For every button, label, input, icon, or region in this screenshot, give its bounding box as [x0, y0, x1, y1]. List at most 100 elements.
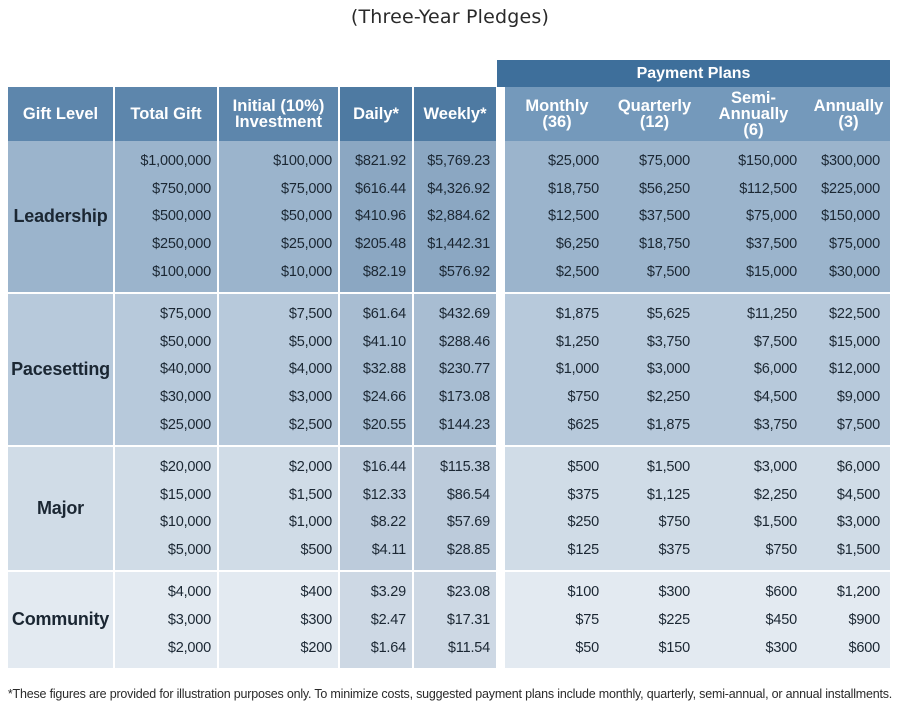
monthly-cell: $25,000 — [505, 141, 609, 175]
initial-investment-cell: $1,500 — [218, 480, 340, 509]
semi-annually-cell: $4,500 — [700, 383, 807, 412]
quarterly-cell: $150 — [609, 633, 700, 668]
gap-cell — [497, 258, 505, 293]
weekly-cell: $2,884.62 — [413, 202, 498, 231]
gap-cell — [497, 570, 505, 606]
semi-annually-cell: $75,000 — [700, 202, 807, 231]
initial-investment-cell: $500 — [218, 536, 340, 572]
gap-cell — [497, 291, 505, 328]
table-row: $25,000 $2,500 $20.55 $144.23 $625 $1,875 $3,7… — [8, 411, 890, 446]
weekly-cell: $28.85 — [413, 536, 498, 572]
annually-cell: $4,500 — [807, 480, 890, 509]
gap-cell — [497, 536, 505, 572]
monthly-cell: $75 — [505, 605, 609, 634]
gap-cell — [497, 174, 505, 203]
initial-investment-cell: $4,000 — [218, 355, 340, 384]
annually-cell: $150,000 — [807, 202, 890, 231]
monthly-cell: $375 — [505, 480, 609, 509]
gap-cell — [497, 355, 505, 384]
daily-cell: $8.22 — [339, 508, 414, 537]
annually-cell: $600 — [807, 633, 890, 668]
quarterly-cell: $3,750 — [609, 327, 700, 356]
table-row: $2,000 $200 $1.64 $11.54 $50 $150 $300 $600 — [8, 633, 890, 668]
semi-annually-cell: $11,250 — [700, 291, 807, 328]
total-gift-cell: $40,000 — [114, 355, 219, 384]
weekly-cell: $432.69 — [413, 291, 498, 328]
weekly-cell: $23.08 — [413, 570, 498, 606]
semi-annually-cell: $450 — [700, 605, 807, 634]
annually-cell: $900 — [807, 605, 890, 634]
monthly-cell: $50 — [505, 633, 609, 668]
annually-cell: $30,000 — [807, 258, 890, 293]
gap-cell — [497, 605, 505, 634]
daily-cell: $821.92 — [339, 141, 414, 175]
header-gap — [497, 87, 505, 141]
header-weekly: Weekly* — [413, 87, 498, 141]
total-gift-cell: $100,000 — [114, 258, 219, 293]
weekly-cell: $5,769.23 — [413, 141, 498, 175]
total-gift-cell: $75,000 — [114, 291, 219, 328]
daily-cell: $20.55 — [339, 411, 414, 446]
daily-cell: $4.11 — [339, 536, 414, 572]
daily-cell: $3.29 — [339, 570, 414, 606]
gap-cell — [497, 327, 505, 356]
table-row: $250,000 $25,000 $205.48 $1,442.31 $6,250 $18… — [8, 230, 890, 259]
semi-annually-cell: $3,750 — [700, 411, 807, 446]
quarterly-cell: $225 — [609, 605, 700, 634]
quarterly-cell: $18,750 — [609, 230, 700, 259]
total-gift-cell: $50,000 — [114, 327, 219, 356]
weekly-cell: $144.23 — [413, 411, 498, 446]
semi-annually-cell: $2,250 — [700, 480, 807, 509]
header-total-gift: Total Gift — [114, 87, 219, 141]
weekly-cell: $4,326.92 — [413, 174, 498, 203]
annually-cell: $75,000 — [807, 230, 890, 259]
header-initial-investment: Initial (10%) Investment — [218, 87, 340, 141]
table-row: $50,000 $5,000 $41.10 $288.46 $1,250 $3,750 $7… — [8, 327, 890, 356]
daily-cell: $12.33 — [339, 480, 414, 509]
monthly-cell: $12,500 — [505, 202, 609, 231]
initial-investment-cell: $50,000 — [218, 202, 340, 231]
table-body: Leadership $1,000,000 $100,000 $821.92 $5,76… — [8, 141, 890, 668]
semi-annually-cell: $300 — [700, 633, 807, 668]
semi-annually-cell: $37,500 — [700, 230, 807, 259]
semi-annually-cell: $15,000 — [700, 258, 807, 293]
gift-level-label: Community — [8, 570, 115, 668]
monthly-cell: $100 — [505, 570, 609, 606]
semi-annually-cell: $750 — [700, 536, 807, 572]
semi-annually-cell: $1,500 — [700, 508, 807, 537]
monthly-cell: $750 — [505, 383, 609, 412]
gap-cell — [497, 444, 505, 481]
table-row: $5,000 $500 $4.11 $28.85 $125 $375 $750 $1,500 — [8, 536, 890, 572]
initial-investment-cell: $400 — [218, 570, 340, 606]
daily-cell: $61.64 — [339, 291, 414, 328]
daily-cell: $41.10 — [339, 327, 414, 356]
annually-cell: $6,000 — [807, 444, 890, 481]
total-gift-cell: $30,000 — [114, 383, 219, 412]
weekly-cell: $17.31 — [413, 605, 498, 634]
quarterly-cell: $75,000 — [609, 141, 700, 175]
header-annually: Annually (3) — [807, 87, 890, 141]
initial-investment-cell: $25,000 — [218, 230, 340, 259]
annually-cell: $1,500 — [807, 536, 890, 572]
monthly-cell: $18,750 — [505, 174, 609, 203]
quarterly-cell: $3,000 — [609, 355, 700, 384]
initial-investment-cell: $200 — [218, 633, 340, 668]
monthly-cell: $1,000 — [505, 355, 609, 384]
initial-investment-cell: $10,000 — [218, 258, 340, 293]
header-daily: Daily* — [339, 87, 414, 141]
header-gift-level: Gift Level — [8, 87, 115, 141]
table-row: $10,000 $1,000 $8.22 $57.69 $250 $750 $1,500 $3… — [8, 508, 890, 537]
gap-cell — [497, 383, 505, 412]
header-semi-annually: Semi-Annually (6) — [700, 87, 807, 141]
monthly-cell: $250 — [505, 508, 609, 537]
table-row: Pacesetting $75,000 $7,500 $61.64 $432.69 $1,… — [8, 291, 890, 446]
gap-cell — [497, 202, 505, 231]
gap-cell — [497, 480, 505, 509]
table-row: Community $4,000 $400 $3.29 $23.08 $100 $300 $6… — [8, 570, 890, 668]
daily-cell: $16.44 — [339, 444, 414, 481]
monthly-cell: $2,500 — [505, 258, 609, 293]
semi-annually-cell: $6,000 — [700, 355, 807, 384]
weekly-cell: $1,442.31 — [413, 230, 498, 259]
gift-level-label: Major — [8, 444, 115, 572]
weekly-cell: $288.46 — [413, 327, 498, 356]
